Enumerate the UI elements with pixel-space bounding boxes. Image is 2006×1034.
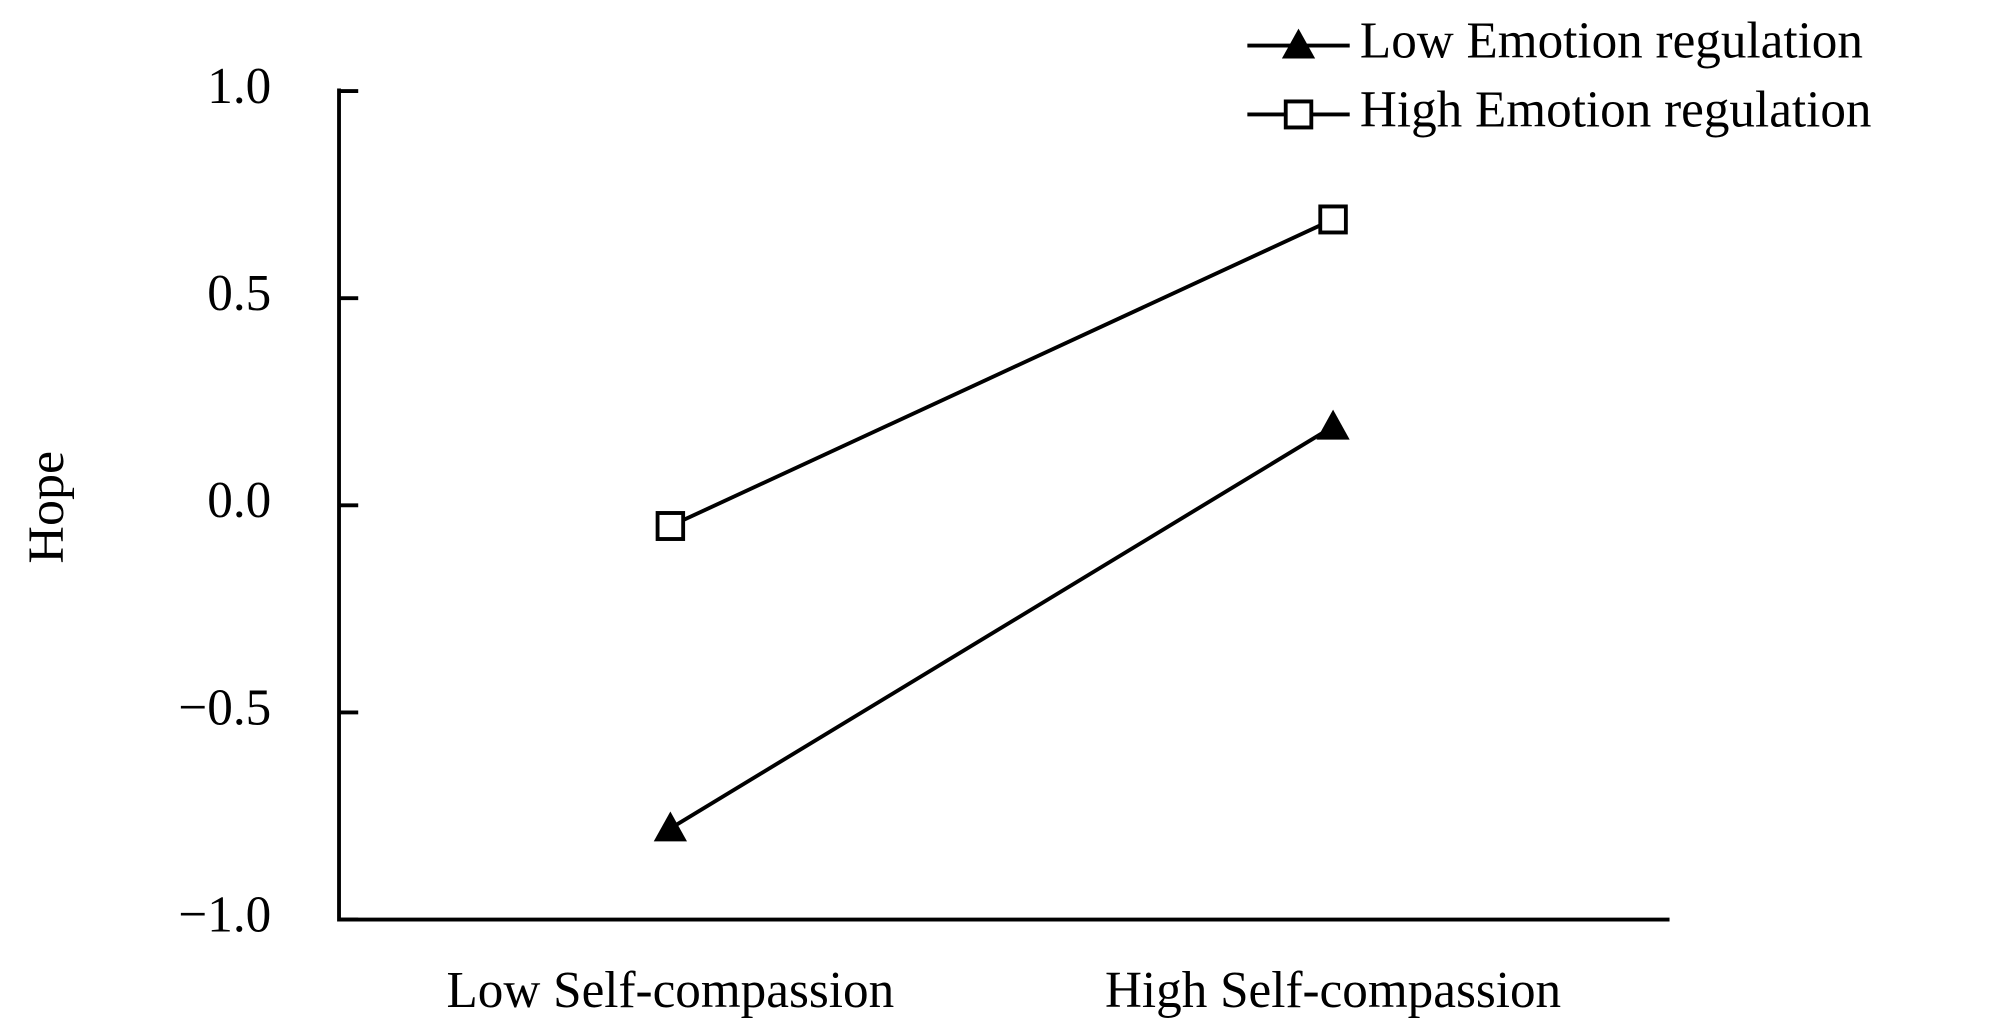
series-line — [669, 217, 1334, 528]
data-point — [655, 511, 686, 541]
y-tick-label: −0.5 — [178, 679, 271, 736]
y-axis-label: Hope — [18, 451, 75, 564]
legend-marker — [1283, 99, 1314, 130]
series-line — [669, 424, 1335, 831]
axes — [337, 88, 1670, 922]
data-point — [653, 811, 688, 842]
y-tick-label: 0.0 — [207, 472, 271, 529]
data-point — [1318, 204, 1348, 235]
data-point — [1316, 409, 1350, 440]
x-tick-label: Low Self-compassion — [447, 962, 895, 1019]
y-tick-label: −1.0 — [178, 886, 271, 943]
legend-label: Low Emotion regulation — [1360, 12, 1863, 69]
legend-marker — [1281, 28, 1316, 59]
y-tick-label: 1.0 — [207, 58, 271, 115]
y-tick-label: 0.5 — [207, 265, 271, 322]
legend-label: High Emotion regulation — [1360, 81, 1872, 138]
x-tick-label: High Self-compassion — [1105, 962, 1561, 1019]
